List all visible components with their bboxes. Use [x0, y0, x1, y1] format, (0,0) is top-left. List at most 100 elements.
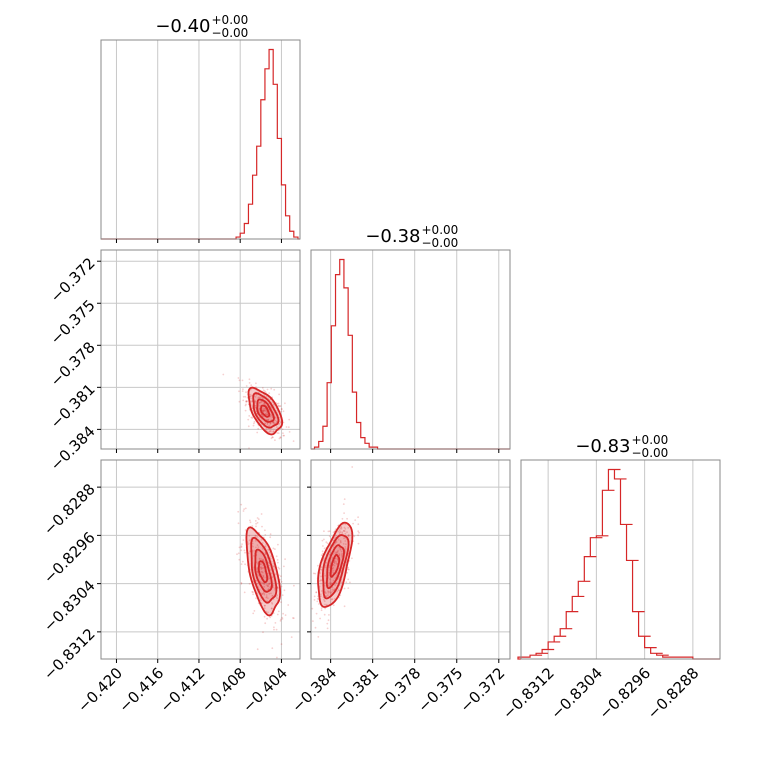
sample-point [331, 588, 334, 591]
sample-point [329, 583, 332, 585]
sample-point [259, 396, 262, 399]
sample-point [336, 558, 339, 560]
sample-point [222, 373, 225, 376]
sample-point [254, 404, 257, 407]
sample-point [325, 592, 327, 595]
sample-point [335, 551, 337, 554]
sample-point [244, 551, 246, 554]
sample-point [344, 546, 347, 548]
sample-point [327, 530, 330, 533]
contour-level [254, 548, 273, 593]
sample-point [245, 400, 248, 403]
sample-point [263, 593, 266, 596]
sample-point [260, 558, 263, 560]
sample-point [337, 530, 340, 533]
sample-point [281, 594, 284, 597]
sample-point [276, 656, 278, 659]
sample-point [280, 643, 283, 645]
sample-point [263, 408, 266, 410]
sample-point [338, 529, 341, 532]
sample-point [248, 539, 251, 542]
sample-point [249, 519, 251, 522]
sample-point [335, 551, 338, 554]
panel-frame [100, 39, 301, 240]
x-tick-label: −0.384 [288, 664, 340, 716]
sample-point [264, 391, 267, 394]
sample-point [244, 507, 247, 510]
sample-point [270, 572, 273, 575]
sample-point [250, 400, 253, 403]
sample-point [253, 420, 256, 423]
sample-point [320, 609, 323, 612]
sample-point [245, 400, 248, 403]
sample-point [261, 525, 263, 528]
sample-point [331, 582, 333, 584]
sample-point [258, 401, 261, 404]
sample-point [256, 521, 259, 524]
contour-level [245, 526, 282, 617]
sample-point [269, 398, 271, 401]
sample-point [330, 591, 333, 594]
sample-point [324, 603, 326, 606]
sample-point [337, 538, 340, 541]
sample-point [338, 554, 341, 557]
sample-point [266, 413, 269, 416]
sample-point [335, 581, 338, 584]
sample-point [257, 427, 260, 430]
sample-point [273, 568, 275, 571]
sample-point [326, 622, 329, 625]
sample-point [344, 523, 347, 526]
sample-point [243, 549, 246, 552]
sample-point [323, 600, 326, 603]
sample-point [273, 566, 275, 569]
sample-point [357, 523, 360, 526]
sample-point [267, 584, 269, 586]
sample-point [347, 566, 349, 569]
sample-point [312, 620, 314, 622]
sample-point [258, 407, 261, 410]
sample-point [338, 554, 341, 556]
sample-point [244, 563, 247, 566]
contour-level [260, 404, 271, 418]
sample-point [265, 596, 268, 599]
x-tick-label: −0.412 [157, 664, 209, 716]
sample-point [344, 528, 347, 530]
sample-point [339, 541, 342, 544]
sample-point [275, 555, 278, 558]
sample-point [334, 584, 337, 586]
sample-point [265, 410, 267, 413]
sample-point [341, 517, 344, 520]
sample-point [275, 420, 278, 423]
sample-point [328, 530, 331, 533]
sample-point [240, 546, 243, 549]
sample-point [326, 542, 329, 545]
sample-point [284, 614, 287, 616]
sample-point [256, 562, 259, 565]
sample-point [254, 520, 257, 522]
sample-point [314, 572, 317, 575]
x-tick-label: −0.416 [115, 664, 167, 716]
sample-point [272, 584, 275, 587]
sample-point [240, 582, 243, 585]
sample-point [243, 508, 246, 510]
sample-point [342, 503, 345, 505]
sample-point [251, 549, 254, 552]
sample-point [273, 411, 275, 414]
sample-point [250, 416, 253, 419]
sample-point [346, 571, 348, 574]
sample-point [283, 565, 285, 568]
sample-point [333, 561, 336, 564]
sample-point [258, 408, 261, 411]
sample-point [273, 628, 275, 631]
y-tick-label: −0.384 [47, 422, 99, 474]
sample-point [341, 532, 344, 535]
sample-point [267, 585, 270, 588]
sample-point [318, 580, 321, 582]
sample-point [259, 401, 262, 404]
sample-point [261, 593, 264, 596]
sample-point [346, 531, 348, 533]
sample-point [272, 430, 275, 433]
sample-point [255, 382, 257, 385]
panel-frame [100, 249, 301, 450]
sample-point [263, 604, 266, 607]
